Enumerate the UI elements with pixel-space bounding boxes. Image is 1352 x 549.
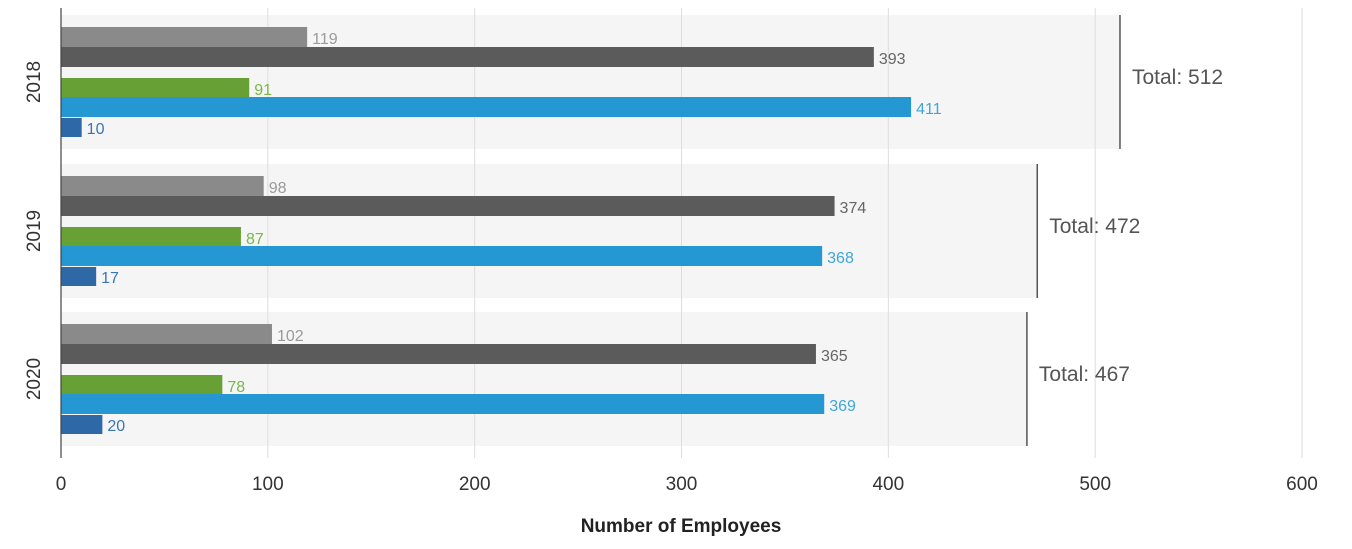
bar-2020-series-3 (61, 375, 223, 395)
data-label: 369 (829, 398, 856, 415)
data-label: 102 (277, 328, 304, 345)
data-label: 393 (879, 51, 906, 68)
x-tick-label: 100 (252, 474, 284, 495)
bar-2019-series-3 (61, 227, 241, 247)
category-label: 2019 (24, 210, 45, 252)
bar-2019-series-4 (61, 246, 823, 266)
bar-2020-series-2 (61, 344, 816, 364)
data-label: 17 (101, 270, 119, 287)
bar-2019-series-1 (61, 176, 264, 196)
total-label: Total: 467 (1039, 363, 1130, 386)
bar-2018-series-1 (61, 27, 308, 47)
bar-2018-series-4 (61, 97, 912, 117)
bar-2019-series-2 (61, 196, 835, 216)
data-label: 87 (246, 231, 264, 248)
bar-2018-series-5 (61, 118, 82, 137)
bar-2020-series-4 (61, 394, 825, 414)
data-label: 91 (254, 82, 272, 99)
data-label: 368 (827, 250, 854, 267)
data-label: 78 (227, 379, 245, 396)
x-tick-label: 600 (1286, 474, 1318, 495)
data-label: 20 (107, 418, 125, 435)
x-tick-label: 200 (459, 474, 491, 495)
data-label: 10 (87, 121, 105, 138)
data-label: 411 (916, 101, 942, 118)
data-label: 374 (840, 200, 867, 217)
data-label: 365 (821, 348, 848, 365)
bar-2018-series-2 (61, 47, 874, 67)
bar-2020-series-1 (61, 324, 272, 344)
x-tick-label: 300 (666, 474, 698, 495)
x-tick-label: 0 (56, 474, 67, 495)
total-label: Total: 512 (1132, 66, 1223, 89)
category-label: 2020 (24, 358, 45, 400)
bar-2020-series-5 (61, 415, 103, 434)
x-axis-title: Number of Employees (581, 516, 782, 537)
x-tick-label: 400 (872, 474, 904, 495)
category-label: 2018 (24, 61, 45, 103)
bar-2018-series-3 (61, 78, 250, 98)
data-label: 119 (312, 31, 338, 48)
data-label: 98 (269, 180, 287, 197)
bar-2019-series-5 (61, 267, 97, 286)
x-tick-label: 500 (1079, 474, 1111, 495)
total-label: Total: 472 (1049, 215, 1140, 238)
